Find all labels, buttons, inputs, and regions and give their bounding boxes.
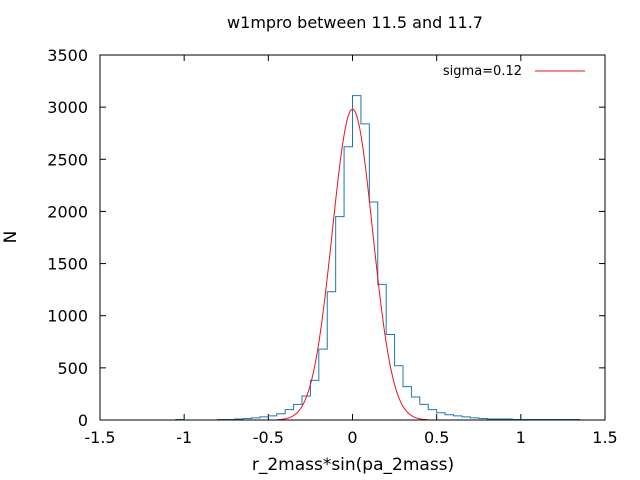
x-tick-label: 1.5	[592, 428, 617, 447]
legend: sigma=0.12	[443, 64, 585, 79]
y-tick-label: 2500	[47, 150, 88, 169]
x-tick-label: -0.5	[253, 428, 284, 447]
x-tick-label: -1.5	[84, 428, 115, 447]
x-tick-label: 0	[347, 428, 357, 447]
y-tick-label: 1000	[47, 307, 88, 326]
histogram-series	[175, 95, 581, 421]
y-tick-label: 500	[57, 359, 88, 378]
x-tick-label: 0.5	[424, 428, 449, 447]
x-axis-label: r_2mass*sin(pa_2mass)	[252, 455, 454, 475]
x-axis: -1.5 -1 -0.5 0 0.5 1 1.5	[84, 55, 618, 447]
y-axis-label: N	[1, 231, 21, 244]
x-tick-label: 1	[516, 428, 526, 447]
y-tick-label: 0	[78, 411, 88, 430]
y-tick-label: 1500	[47, 255, 88, 274]
plot-area	[175, 95, 581, 421]
y-axis: 0 500 1000 1500 2000 2500 3000 3500	[47, 46, 605, 430]
y-tick-label: 3000	[47, 98, 88, 117]
plot-frame	[99, 54, 606, 421]
chart-title: w1mpro between 11.5 and 11.7	[227, 13, 483, 32]
y-tick-label: 2000	[47, 202, 88, 221]
x-tick-label: -1	[176, 428, 192, 447]
y-tick-label: 3500	[47, 46, 88, 65]
legend-label-sigma: sigma=0.12	[443, 64, 522, 79]
gaussian-fit-series	[276, 108, 429, 421]
